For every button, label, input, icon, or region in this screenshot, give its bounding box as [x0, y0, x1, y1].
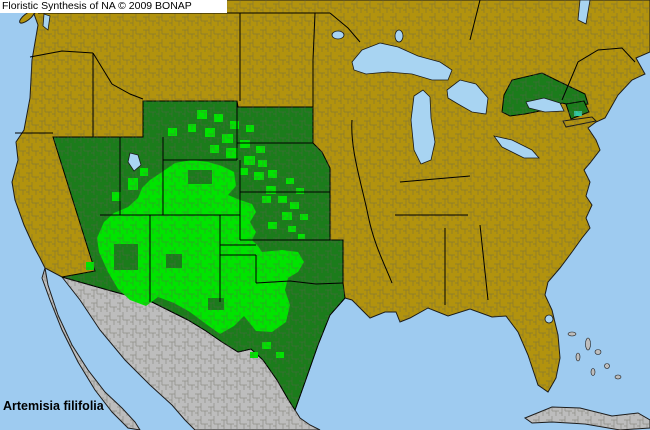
lake-erie [493, 135, 540, 159]
species-label: Artemisia filifolia [3, 399, 104, 413]
title-bar: Floristic Synthesis of NA © 2009 BONAP [0, 0, 227, 13]
lake-ontario [525, 97, 565, 113]
lakes [42, 0, 591, 324]
lake-nipigon [394, 29, 404, 43]
puget-sound [42, 13, 51, 31]
st-lawrence [577, 0, 591, 25]
lake-okeechobee [544, 314, 554, 324]
lake-superior [351, 42, 453, 81]
bahamas [567, 331, 622, 380]
great-salt-lake [127, 152, 142, 172]
outside-na-regions [41, 267, 650, 430]
map-title: Floristic Synthesis of NA © 2009 BONAP [2, 0, 192, 12]
lake-of-the-woods [331, 30, 345, 40]
lake-michigan [410, 89, 436, 165]
lake-huron [446, 79, 489, 115]
